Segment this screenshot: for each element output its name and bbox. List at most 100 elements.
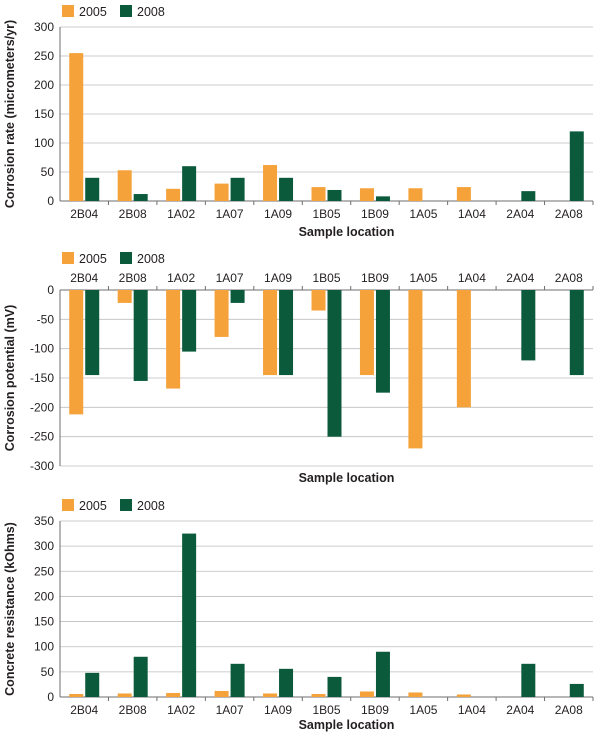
bar-2005-1A02 [166, 188, 181, 201]
x-axis-title: Sample location [299, 471, 395, 485]
bar-2008-2A04 [521, 663, 536, 697]
y-tick-label: 350 [34, 514, 54, 528]
bar-2005-1A04 [456, 694, 471, 697]
legend-label-2008: 2008 [137, 252, 165, 266]
bar-2008-2B08 [133, 656, 148, 697]
y-tick-label: 200 [34, 589, 54, 603]
bar-2008-1A09 [279, 290, 294, 376]
x-tick-label: 1A05 [409, 271, 437, 285]
bar-2008-2B04 [85, 672, 100, 697]
y-tick-label: -150 [30, 371, 54, 385]
y-tick-label: 150 [34, 615, 54, 629]
x-axis-title: Sample location [299, 225, 395, 239]
x-tick-label: 2A08 [555, 207, 583, 221]
bar-2008-2A08 [569, 683, 584, 697]
x-tick-label: 1A05 [409, 703, 437, 717]
bar-2008-1A02 [182, 533, 197, 697]
x-tick-label: 1A02 [167, 207, 195, 221]
bar-2008-1A07 [230, 177, 245, 201]
bar-2005-1A04 [456, 187, 471, 201]
y-axis-title: Corrosion potential (mV) [3, 305, 17, 452]
y-tick-label: 250 [34, 564, 54, 578]
x-tick-label: 2A04 [506, 207, 534, 221]
bar-2005-1A09 [263, 693, 278, 697]
bar-2005-1A02 [166, 290, 181, 389]
x-tick-label: 1A04 [458, 271, 486, 285]
x-tick-label: 1B05 [312, 207, 340, 221]
bar-2008-2A08 [569, 131, 584, 201]
x-tick-label: 2B04 [70, 271, 98, 285]
bar-2005-1B05 [311, 693, 326, 697]
x-tick-label: 1A02 [167, 703, 195, 717]
y-tick-label: 100 [34, 136, 54, 150]
bar-2005-2B04 [69, 53, 84, 201]
x-tick-label: 1A09 [264, 271, 292, 285]
y-tick-label: 50 [41, 165, 55, 179]
y-tick-label: 150 [34, 107, 54, 121]
x-tick-label: 2B04 [70, 207, 98, 221]
bar-2005-1A02 [166, 692, 181, 697]
x-tick-label: 1A09 [264, 703, 292, 717]
y-tick-label: 100 [34, 640, 54, 654]
bar-2005-1A07 [214, 290, 229, 337]
legend-swatch-2005 [62, 252, 74, 264]
bar-2005-1B05 [311, 187, 326, 201]
x-tick-label: 1B09 [361, 271, 389, 285]
bar-2008-1A09 [279, 177, 294, 201]
y-tick-label: 200 [34, 78, 54, 92]
x-tick-label: 1B09 [361, 207, 389, 221]
bar-2005-2B08 [117, 170, 132, 201]
x-tick-label: 1A09 [264, 207, 292, 221]
bar-2008-1A07 [230, 290, 245, 303]
bar-2008-1A02 [182, 290, 197, 352]
bar-2008-2A04 [521, 290, 536, 361]
y-tick-label: 300 [34, 20, 54, 34]
chart-1: 0 50 100 150 200 250 300 2B04 2B08 1A02 1A07 1A09 1B… [3, 5, 594, 239]
legend-swatch-2005 [62, 499, 74, 511]
bar-2005-1A05 [408, 290, 423, 449]
bar-2005-1A07 [214, 183, 229, 201]
y-tick-label: -50 [37, 312, 55, 326]
x-axis-title: Sample location [299, 718, 395, 732]
bar-2005-1A04 [456, 290, 471, 408]
chart-2: 0 -50 -100 -150 -200 -250 -300 2B04 2B08 1A02 1A07… [3, 252, 594, 485]
x-tick-label: 2B04 [70, 703, 98, 717]
x-tick-label: 1A02 [167, 271, 195, 285]
bar-2005-2B04 [69, 290, 84, 415]
bar-2008-2B04 [85, 177, 100, 201]
x-tick-label: 2A04 [506, 271, 534, 285]
bar-2005-1A07 [214, 690, 229, 697]
legend-swatch-2008 [120, 252, 132, 264]
x-tick-label: 1A07 [216, 271, 244, 285]
y-tick-label: 0 [47, 690, 54, 704]
x-tick-label: 1A07 [216, 703, 244, 717]
bar-2005-1B09 [359, 188, 374, 201]
bar-2005-1B09 [359, 691, 374, 697]
legend-swatch-2005 [62, 5, 74, 17]
bar-2008-1A07 [230, 663, 245, 697]
bar-2008-2A08 [569, 290, 584, 376]
x-tick-label: 2A04 [506, 703, 534, 717]
x-tick-label: 1A07 [216, 207, 244, 221]
bar-2008-1B05 [327, 189, 342, 201]
y-tick-label: 250 [34, 49, 54, 63]
y-tick-label: -300 [30, 459, 54, 473]
bar-2008-1A09 [279, 668, 294, 697]
bar-2005-2B04 [69, 693, 84, 697]
legend-label-2008: 2008 [137, 499, 165, 513]
x-tick-label: 2B08 [119, 271, 147, 285]
y-tick-label: -250 [30, 430, 54, 444]
legend-label-2008: 2008 [137, 5, 165, 19]
y-tick-label: 300 [34, 539, 54, 553]
bar-2005-1A09 [263, 290, 278, 376]
bar-2005-2B08 [117, 693, 132, 697]
bar-2005-1B09 [359, 290, 374, 376]
legend-swatch-2008 [120, 5, 132, 17]
y-axis-title: Corrosion rate (micrometers/yr) [3, 20, 17, 208]
x-tick-label: 1B05 [312, 271, 340, 285]
bar-2008-1B09 [375, 290, 390, 393]
bar-2008-1B05 [327, 676, 342, 697]
y-tick-label: 0 [47, 283, 54, 297]
legend-swatch-2008 [120, 499, 132, 511]
x-tick-label: 2B08 [119, 207, 147, 221]
